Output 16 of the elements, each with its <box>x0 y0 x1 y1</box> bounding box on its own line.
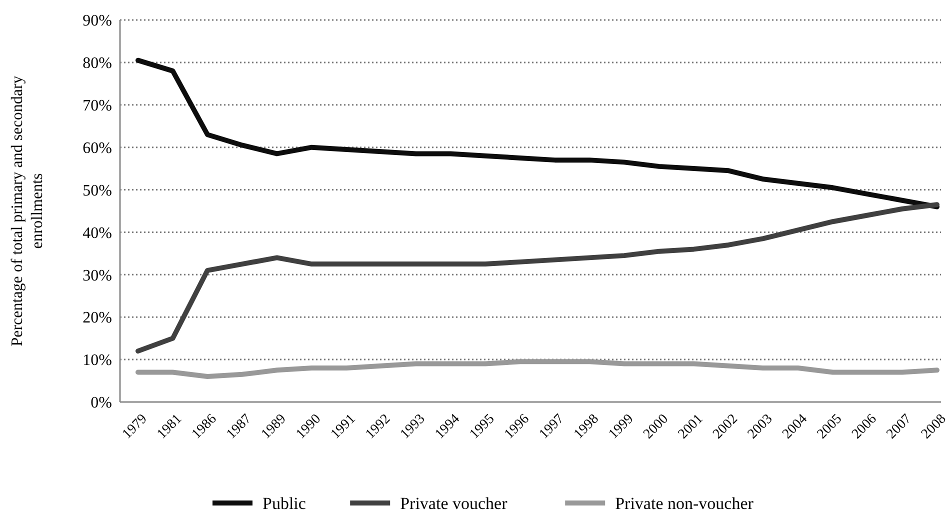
legend-label: Private voucher <box>400 494 508 513</box>
y-tick-label: 80% <box>82 55 112 72</box>
y-tick-label: 60% <box>82 140 112 157</box>
legend-label: Private non-voucher <box>615 494 754 513</box>
y-axis-title: Percentage of total primary and secondary enrollments <box>9 76 46 346</box>
x-tick-label: 1991 <box>328 412 359 442</box>
y-tick-label: 10% <box>82 352 112 370</box>
y-tick-label: 50% <box>82 182 112 200</box>
y-tick-label: 70% <box>82 97 112 114</box>
y-tick-label: 40% <box>82 224 112 242</box>
y-tick-label: 20% <box>82 310 112 327</box>
y-tick-label: 30% <box>82 267 112 284</box>
x-tick-label: 1981 <box>154 412 186 442</box>
legend-label: Public <box>262 494 306 513</box>
y-tick-label: 0% <box>90 394 112 412</box>
y-tick-label: 90% <box>82 12 112 30</box>
